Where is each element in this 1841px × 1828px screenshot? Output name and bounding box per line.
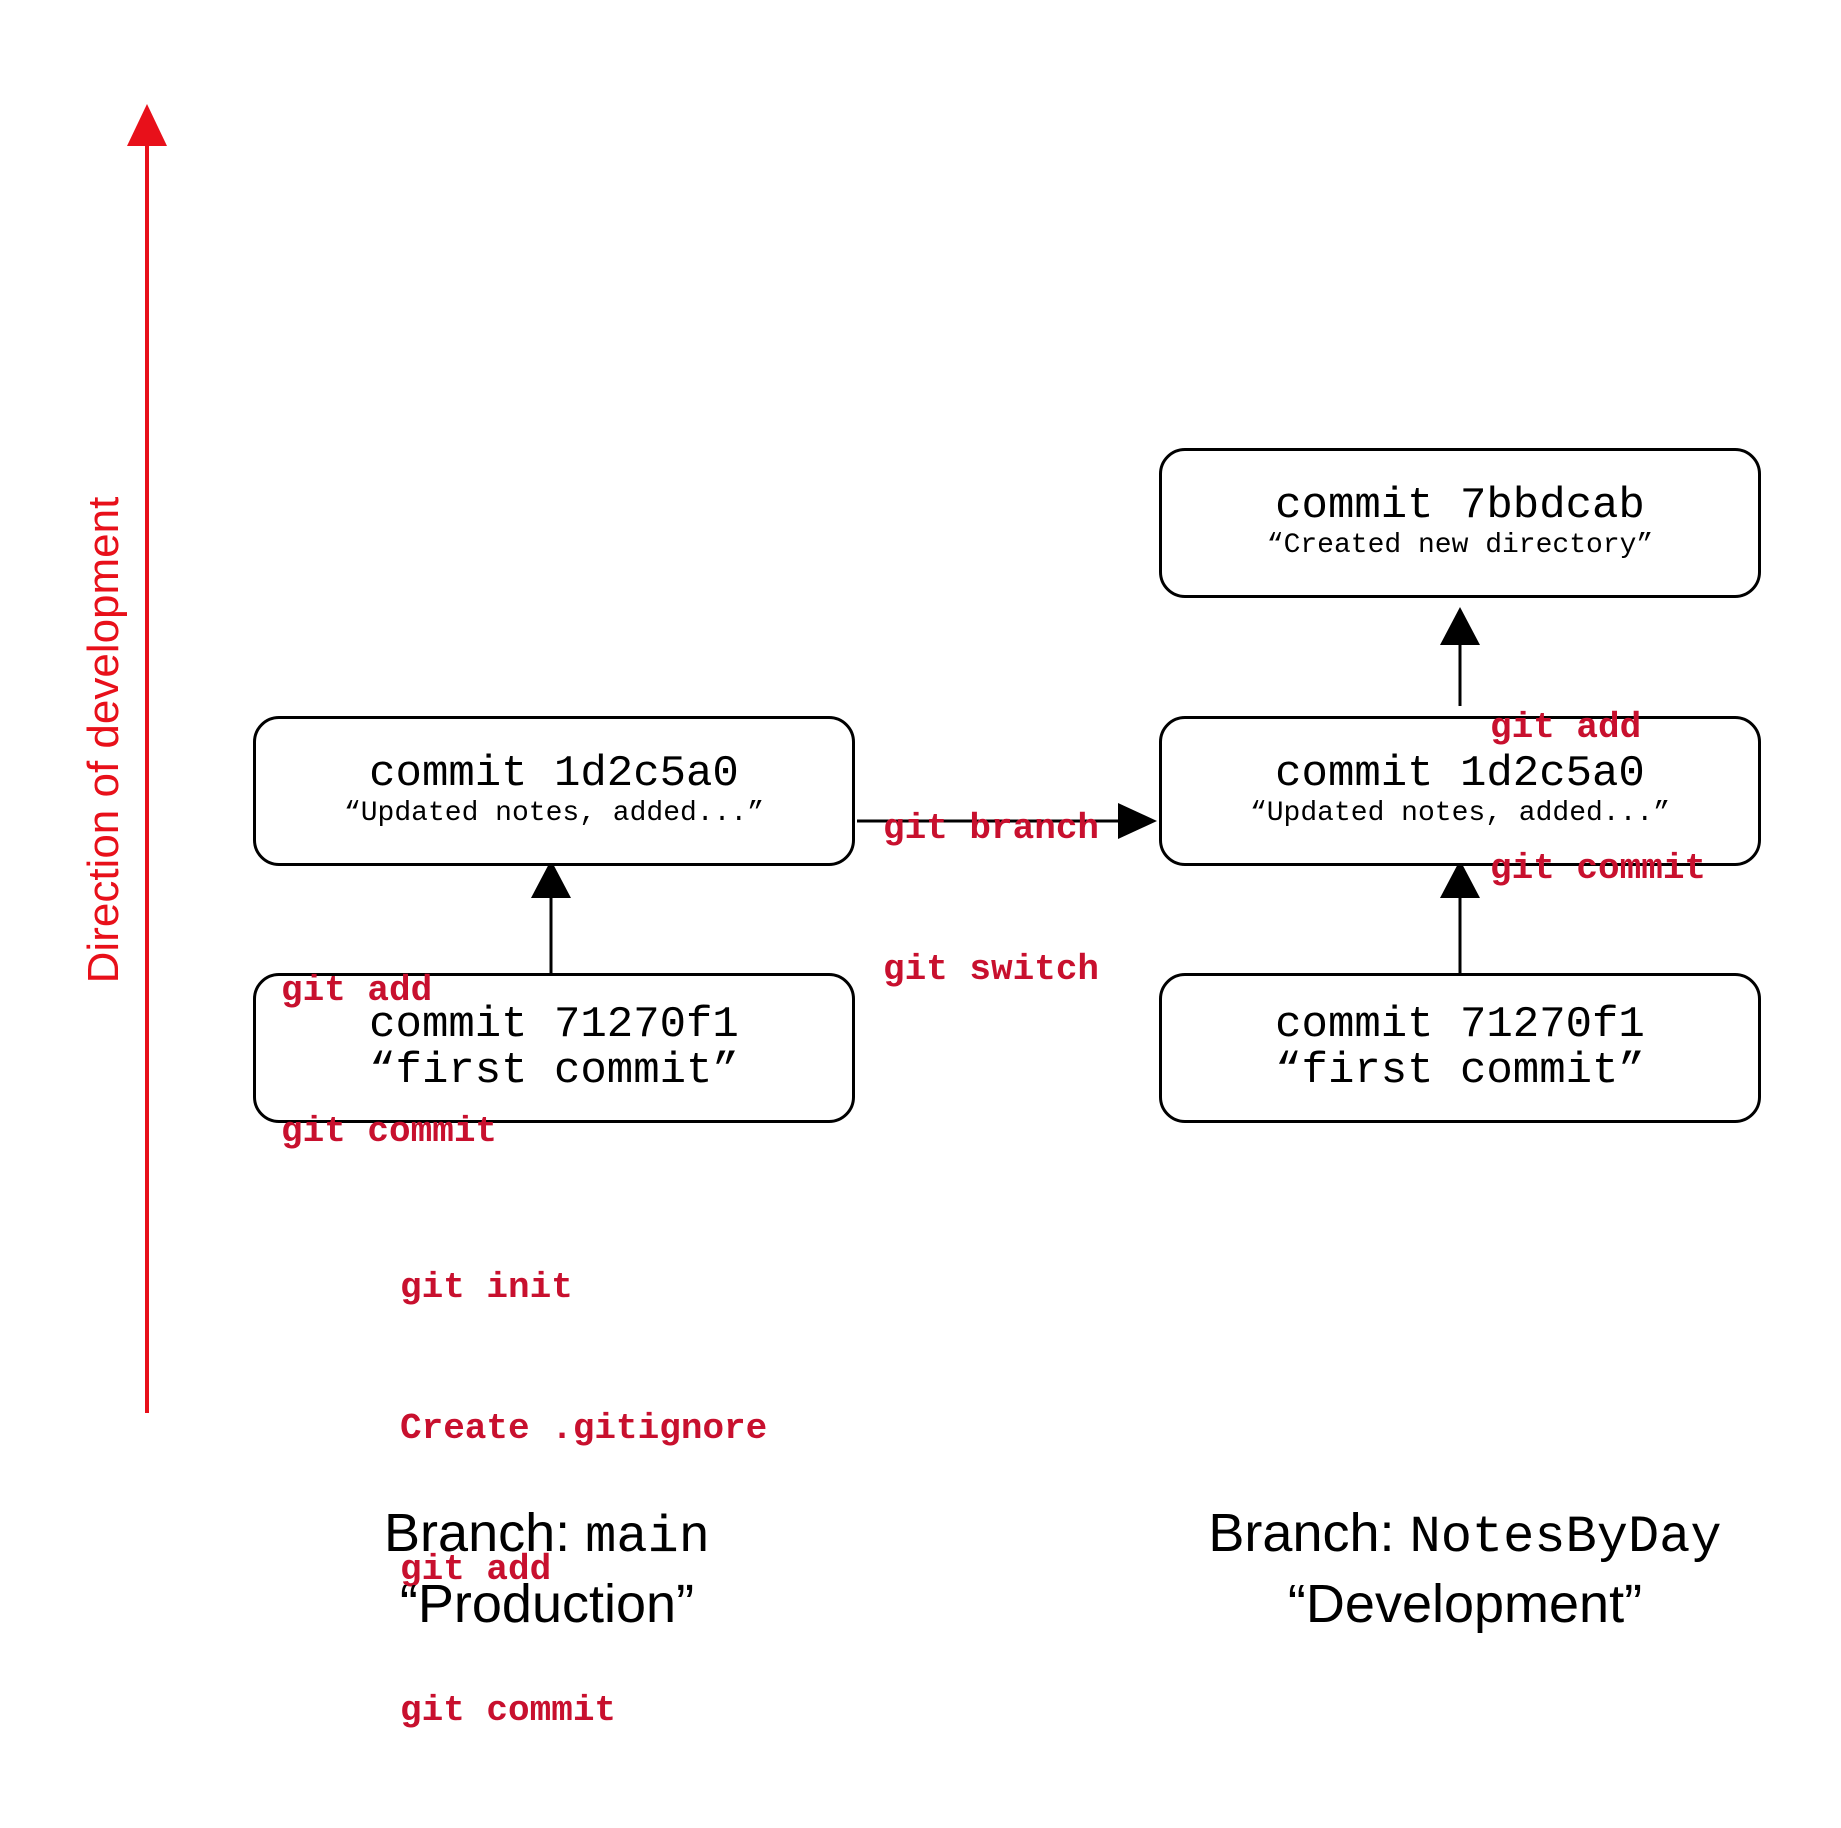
branch-switch-commands: git branch git switch: [883, 711, 1099, 1087]
arrows-layer: [127, 104, 1480, 1413]
main-commit-second: commit 1d2c5a0 “Updated notes, added...”: [253, 716, 855, 866]
dev-commit-second: commit 1d2c5a0 “Updated notes, added...”: [1159, 716, 1761, 866]
commit-id: commit 7bbdcab: [1275, 481, 1645, 531]
commit-id: commit 1d2c5a0: [369, 749, 739, 799]
commit-id: commit 71270f1: [369, 1000, 739, 1050]
branch-title: Branch: main: [384, 1500, 710, 1571]
command-line: Create .gitignore: [400, 1408, 768, 1449]
command-line: git commit: [1490, 848, 1707, 889]
command-line: git add: [400, 1549, 552, 1590]
git-branch-diagram: Direction of development commit 1d2c5a0 …: [79, 104, 1761, 1731]
main-commit-first: commit 71270f1 “first commit”: [253, 973, 855, 1123]
branch-arrowhead: [1118, 803, 1157, 839]
command-line: git add: [281, 970, 433, 1011]
command-line: git add: [1490, 707, 1642, 748]
commit-id: commit 71270f1: [1275, 1000, 1645, 1050]
branch-role: “Production”: [399, 1574, 695, 1634]
branch-prefix: Branch:: [384, 1503, 586, 1563]
branch-prefix: Branch:: [1208, 1503, 1410, 1563]
init-commands: git init Create .gitignore git add git c…: [400, 1170, 767, 1828]
command-line: git init: [400, 1267, 573, 1308]
dev-commit-arrowhead-2: [1440, 607, 1480, 645]
dev-branch-label: Branch: NotesByDay “Development”: [1208, 1500, 1721, 1637]
command-line: git commit: [281, 1111, 498, 1152]
axis-label: Direction of development: [79, 496, 128, 984]
command-line: git commit: [400, 1690, 617, 1731]
commit-message: “first commit”: [369, 1046, 739, 1096]
development-axis-arrowhead: [127, 104, 167, 146]
branch-title: Branch: NotesByDay: [1208, 1500, 1721, 1571]
commit-message: “first commit”: [1275, 1046, 1645, 1096]
branch-name: main: [585, 1508, 710, 1567]
commit-message: “Updated notes, added...”: [343, 798, 765, 829]
dev-commit-arrowhead-1: [1440, 860, 1480, 898]
branch-role: “Development”: [1287, 1574, 1643, 1634]
commit-id: commit 1d2c5a0: [1275, 749, 1645, 799]
command-line: git branch: [883, 808, 1100, 849]
dev-commit-third: commit 7bbdcab “Created new directory”: [1159, 448, 1761, 598]
main-branch-label: Branch: main “Production”: [384, 1500, 710, 1637]
dev-add-commit-commands: git add git commit: [1490, 610, 1706, 986]
main-commit-arrowhead: [531, 860, 571, 898]
commit-message: “Updated notes, added...”: [1249, 798, 1671, 829]
command-line: git switch: [883, 949, 1100, 990]
commit-message: “Created new directory”: [1266, 530, 1654, 561]
branch-name: NotesByDay: [1409, 1508, 1722, 1567]
dev-commit-first: commit 71270f1 “first commit”: [1159, 973, 1761, 1123]
main-add-commit-commands: git add git commit: [281, 873, 497, 1249]
